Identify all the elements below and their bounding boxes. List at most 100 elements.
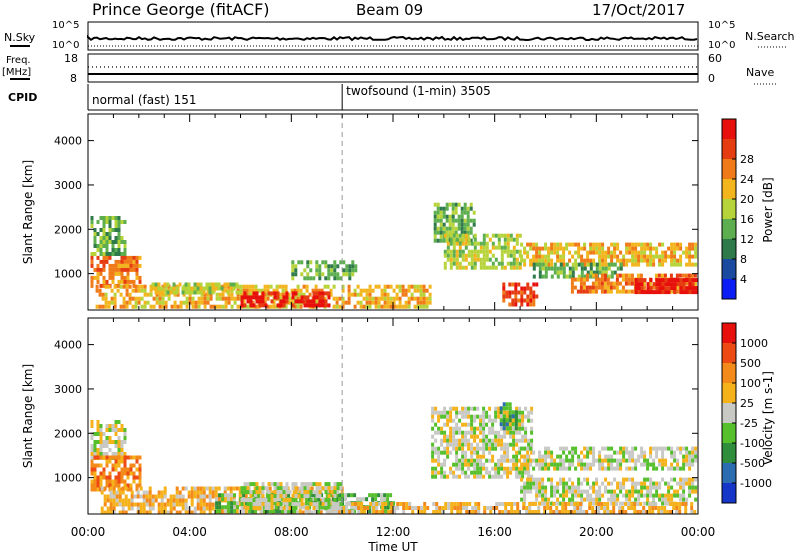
velocity-colorbar: 1000 500 100 25 -25 -100 -500 -1000 xyxy=(721,322,772,504)
colorbar-segment xyxy=(722,343,736,363)
power-echo-region xyxy=(95,284,432,309)
colorbar-tick-label: 1000 xyxy=(740,337,768,350)
colorbar-segment xyxy=(722,239,736,259)
time-tick-label: 16:00 xyxy=(477,525,512,539)
power-echo-region xyxy=(90,216,127,256)
colorbar-tick-label: 8 xyxy=(740,253,747,266)
colorbar-tick-label: 20 xyxy=(740,193,754,206)
nave-label: Nave xyxy=(746,66,774,79)
nave-tick-bottom: 0 xyxy=(708,72,715,85)
cpid-label: CPID xyxy=(8,91,37,104)
velocity-echo-region xyxy=(240,482,343,511)
power-colorbar-label: Power [dB] xyxy=(761,177,775,242)
power-echo-region xyxy=(502,282,539,307)
y-tick-label: 2000 xyxy=(54,223,82,236)
nsearch-label: N.Search xyxy=(745,30,795,43)
time-tick-label: 00:00 xyxy=(681,525,716,539)
velocity-echo-region xyxy=(342,502,697,514)
colorbar-frame xyxy=(721,322,737,504)
power-echo-region xyxy=(90,255,142,288)
y-tick-label: 2000 xyxy=(54,427,82,440)
colorbar-segment xyxy=(722,463,736,483)
colorbar-tick-label: 4 xyxy=(740,273,747,286)
colorbar-tick-label: -25 xyxy=(740,417,758,430)
nave-tick-top: 60 xyxy=(708,52,722,65)
velocity-ylabel: Slant Range [km] xyxy=(21,364,35,468)
nsearch-tick-top: 10^5 xyxy=(708,20,735,31)
velocity-echo-region xyxy=(90,420,127,460)
time-tick-label: 20:00 xyxy=(579,525,614,539)
nsky-label: N.Sky xyxy=(4,31,36,44)
colorbar-segment xyxy=(722,139,736,159)
freq-panel xyxy=(87,53,699,83)
colorbar-segment xyxy=(722,403,736,423)
y-tick-label: 3000 xyxy=(54,383,82,396)
power-axes: 1000 2000 3000 4000 xyxy=(54,114,699,310)
colorbar-segment xyxy=(722,219,736,239)
y-tick-label: 4000 xyxy=(54,135,82,148)
colorbar-tick-label: 16 xyxy=(740,213,754,226)
power-echo-region xyxy=(532,262,623,279)
colorbar-tick-label: 24 xyxy=(740,173,754,186)
colorbar-tick-label: 100 xyxy=(740,377,761,390)
colorbar-tick-label: 12 xyxy=(740,233,754,246)
time-axis: 00:00 04:00 08:00 12:00 16:00 20:00 00:00 xyxy=(71,525,716,539)
velocity-axes: 1000 2000 3000 4000 xyxy=(54,318,699,514)
colorbar-segment xyxy=(722,159,736,179)
velocity-heatmap xyxy=(90,402,698,515)
time-tick-label: 12:00 xyxy=(376,525,411,539)
velocity-colorbar-label: Velocity [m s-1] xyxy=(761,371,775,465)
power-echo-region xyxy=(151,282,242,295)
power-echo-region xyxy=(240,291,331,308)
y-tick-label: 1000 xyxy=(54,268,82,281)
velocity-echo-region xyxy=(520,477,698,506)
power-echo-region xyxy=(634,278,698,295)
time-tick-label: 08:00 xyxy=(274,525,309,539)
freq-tick-bottom: 8 xyxy=(70,72,77,85)
power-colorbar: 4 8 12 16 20 24 28 xyxy=(721,118,754,300)
colorbar-frame xyxy=(721,118,737,300)
colorbar-segment xyxy=(722,443,736,463)
freq-unit: [MHz] xyxy=(2,67,31,78)
colorbar-segment xyxy=(722,199,736,219)
velocity-echo-region xyxy=(499,402,518,431)
power-heatmap xyxy=(90,202,698,309)
y-tick-label: 4000 xyxy=(54,339,82,352)
velocity-echo-region xyxy=(520,446,698,471)
colorbar-tick-label: -1000 xyxy=(740,477,772,490)
nsky-tick-bottom: 10^0 xyxy=(52,40,79,51)
y-tick-label: 3000 xyxy=(54,179,82,192)
time-tick-label: 04:00 xyxy=(172,525,207,539)
freq-tick-top: 18 xyxy=(64,52,78,65)
velocity-echo-region xyxy=(90,455,142,492)
colorbar-tick-label: 25 xyxy=(740,397,754,410)
colorbar-tick-label: -100 xyxy=(740,437,765,450)
freq-label: Freq. xyxy=(6,55,31,66)
colorbar-segment xyxy=(722,423,736,443)
colorbar-segment xyxy=(722,363,736,383)
cpid-mode-normal: normal (fast) 151 xyxy=(92,93,196,107)
beam-label: Beam 09 xyxy=(356,1,423,19)
time-tick-label: 00:00 xyxy=(71,525,106,539)
nsky-tick-top: 10^5 xyxy=(52,20,79,31)
colorbar-segment xyxy=(722,179,736,199)
nsky-trace xyxy=(87,34,698,42)
date-label: 17/Oct/2017 xyxy=(592,1,685,19)
colorbar-segment xyxy=(722,323,736,343)
power-echo-region xyxy=(291,260,358,281)
nsky-panel xyxy=(87,21,699,51)
colorbar-tick-label: -500 xyxy=(740,457,765,470)
colorbar-segment xyxy=(722,119,736,139)
nsearch-tick-bottom: 10^0 xyxy=(708,40,735,51)
colorbar-segment xyxy=(722,259,736,279)
cpid-mode-twofsound: twofsound (1-min) 3505 xyxy=(346,84,491,98)
power-echo-region xyxy=(443,233,522,270)
colorbar-segment xyxy=(722,279,736,299)
station-title: Prince George (fitACF) xyxy=(92,0,270,19)
velocity-panel-frame xyxy=(87,317,699,515)
colorbar-segment xyxy=(722,383,736,403)
time-axis-label: Time UT xyxy=(367,540,418,554)
power-ylabel: Slant Range [km] xyxy=(21,160,35,264)
colorbar-segment xyxy=(722,483,736,503)
